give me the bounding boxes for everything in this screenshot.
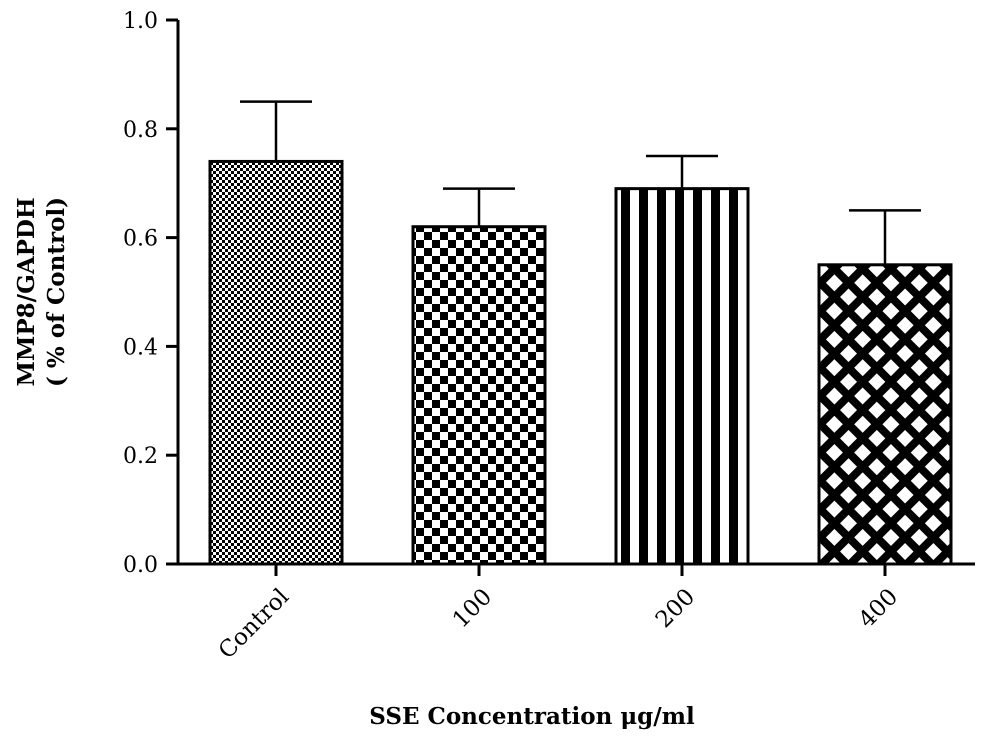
- bar-group-200: [614, 154, 750, 566]
- y-tick-label: 0.2: [123, 444, 158, 469]
- x-tick-label: Control: [214, 584, 294, 664]
- y-tick-label: 0.4: [123, 335, 158, 360]
- bar: [614, 187, 750, 566]
- bar-group-control: [208, 100, 344, 566]
- y-axis-title-line1: MMP8/GAPDH: [13, 197, 40, 386]
- y-axis-title-line2: ( % of Control): [43, 197, 70, 387]
- bar-group-100: [411, 187, 547, 566]
- bar: [208, 159, 344, 566]
- bar: [817, 263, 953, 566]
- y-tick-label: 0.6: [123, 227, 158, 252]
- bar: [411, 225, 547, 566]
- y-tick-label: 0.8: [123, 118, 158, 143]
- y-tick-label: 1.0: [123, 9, 158, 34]
- x-tick-label: 200: [651, 584, 700, 633]
- x-tick-label: 400: [854, 584, 903, 633]
- x-tick-label: 100: [448, 584, 497, 633]
- x-ticks: Control 100 200 400: [214, 564, 903, 664]
- x-axis-title: SSE Concentration μg/ml: [369, 703, 695, 730]
- bar-group-400: [817, 209, 953, 566]
- bars: [208, 100, 953, 566]
- y-ticks: 0.0 0.2 0.4 0.6 0.8 1.0: [123, 9, 178, 578]
- y-tick-label: 0.0: [123, 553, 158, 578]
